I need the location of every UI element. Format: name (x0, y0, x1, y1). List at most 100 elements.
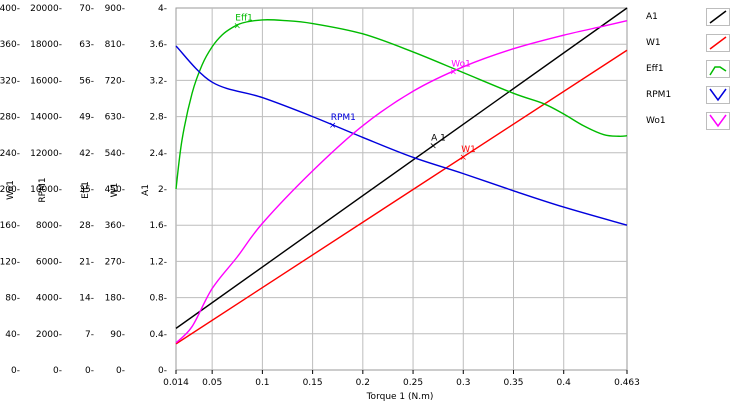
y-tick-label: 450- (105, 185, 125, 195)
y-tick-label: 0- (53, 366, 62, 376)
x-axis: 0.014 0.05 0.1 0.15 0.2 0.25 0.3 0.35 0.4 0.463 (163, 370, 640, 388)
grid-lines (175, 7, 628, 371)
y-tick-label: 90- (110, 330, 125, 340)
y-tick-label: 2.4- (149, 149, 167, 159)
legend-swatch-icon (706, 8, 730, 26)
series-marker-eff1: × (233, 21, 241, 31)
x-tick-label: 0.35 (503, 378, 523, 388)
y-tick-label: 12000- (30, 149, 62, 159)
y-tick-label: 240- (0, 149, 20, 159)
y-tick-label: 120- (0, 257, 20, 267)
y-tick-label: 810- (105, 40, 125, 50)
y-axis-title: RPM1 (38, 177, 48, 202)
legend: A1 W1 Eff1 RPM1 Wo1 (646, 4, 730, 134)
series-label-eff1: Eff1 (235, 13, 253, 23)
legend-item-eff1[interactable]: Eff1 (646, 56, 730, 82)
y-tick-label: 180- (105, 294, 125, 304)
y-tick-label: 18000- (30, 40, 62, 50)
y-tick-label: 900- (105, 4, 125, 14)
y-tick-label: 0- (116, 366, 125, 376)
y-tick-label: 63- (79, 40, 94, 50)
y-axis-title: W1 (110, 183, 120, 198)
y-tick-label: 0.4- (149, 330, 167, 340)
y-tick-label: 400- (0, 4, 20, 14)
y-axis-title: Wo1 (6, 180, 16, 200)
y-tick-label: 2- (158, 185, 167, 195)
y-tick-label: 21- (79, 257, 94, 267)
y-tick-label: 360- (105, 221, 125, 231)
y-tick-label: 10000- (30, 185, 62, 195)
y-tick-label: 35- (79, 185, 94, 195)
y-tick-label: 7- (85, 330, 94, 340)
y-axis-title: Eff1 (81, 181, 91, 199)
x-tick-label: 0.2 (356, 378, 370, 388)
y-tick-label: 6000- (36, 257, 62, 267)
y-tick-label: 14- (79, 294, 94, 304)
y-tick-label: 2000- (36, 330, 62, 340)
x-tick-label: 0.25 (403, 378, 423, 388)
y-tick-label: 360- (0, 40, 20, 50)
y-tick-label: 70- (79, 4, 94, 14)
legend-label: Wo1 (646, 116, 666, 126)
y-tick-label: 40- (5, 330, 20, 340)
series-label-wo1: Wo1 (451, 60, 471, 70)
y-tick-label: 14000- (30, 113, 62, 123)
y-tick-label: 720- (105, 76, 125, 86)
x-tick-label: 0.15 (303, 378, 323, 388)
y-tick-label: 8000- (36, 221, 62, 231)
series-marker-a1: × (429, 142, 437, 152)
x-tick-label: 0.1 (255, 378, 269, 388)
legend-item-a1[interactable]: A1 (646, 4, 730, 30)
series-line-eff1 (175, 19, 628, 190)
y-tick-label: 16000- (30, 76, 62, 86)
y-tick-label: 0.8- (149, 294, 167, 304)
legend-item-w1[interactable]: W1 (646, 30, 730, 56)
series-marker-rpm1: × (329, 121, 337, 131)
y-tick-label: 540- (105, 149, 125, 159)
x-tick-label: 0.4 (557, 378, 572, 388)
y-axes: 400- 360- 320- 280- 240- 200- 160- 120- 80- 40- 0-… (0, 4, 167, 376)
series-label-rpm1: RPM1 (331, 113, 356, 123)
legend-label: A1 (646, 12, 658, 22)
legend-swatch-icon (706, 34, 730, 52)
y-tick-label: 56- (79, 76, 94, 86)
series-line-w1 (175, 49, 628, 345)
series-line-wo1 (175, 19, 628, 344)
y-tick-label: 28- (79, 221, 94, 231)
series-marker-wo1: × (449, 68, 457, 78)
y-tick-label: 20000- (30, 4, 62, 14)
y-tick-label: 270- (105, 257, 125, 267)
y-tick-label: 3.2- (149, 76, 167, 86)
y-tick-label: 630- (105, 113, 125, 123)
y-tick-label: 160- (0, 221, 20, 231)
y-tick-label: 3.6- (149, 40, 167, 50)
y-tick-label: 320- (0, 76, 20, 86)
y-tick-label: 4000- (36, 294, 62, 304)
x-tick-label: 0.463 (614, 378, 640, 388)
legend-item-wo1[interactable]: Wo1 (646, 108, 730, 134)
y-tick-label: 80- (5, 294, 20, 304)
legend-label: W1 (646, 38, 661, 48)
y-tick-label: 4- (158, 4, 167, 14)
y-tick-label: 0- (85, 366, 94, 376)
legend-label: RPM1 (646, 90, 672, 100)
series-marker-w1: × (460, 153, 468, 163)
x-tick-label: 0.014 (163, 378, 189, 388)
y-tick-label: 0- (11, 366, 20, 376)
y-axis-title: A1 (141, 184, 151, 196)
y-tick-label: 0- (158, 366, 167, 376)
y-tick-label: 200- (0, 185, 20, 195)
series-group: ×A 1×W1×Eff1×RPM1×Wo1 (175, 7, 628, 345)
legend-swatch-icon (706, 112, 730, 130)
y-tick-label: 2.8- (149, 113, 167, 123)
series-line-a1 (175, 7, 628, 329)
legend-swatch-icon (706, 60, 730, 78)
legend-item-rpm1[interactable]: RPM1 (646, 82, 730, 108)
legend-swatch-icon (706, 86, 730, 104)
y-tick-label: 49- (79, 113, 94, 123)
x-axis-title: Torque 1 (N.m) (366, 392, 434, 402)
y-tick-label: 280- (0, 113, 20, 123)
series-line-rpm1 (175, 45, 628, 226)
x-tick-label: 0.05 (202, 378, 222, 388)
